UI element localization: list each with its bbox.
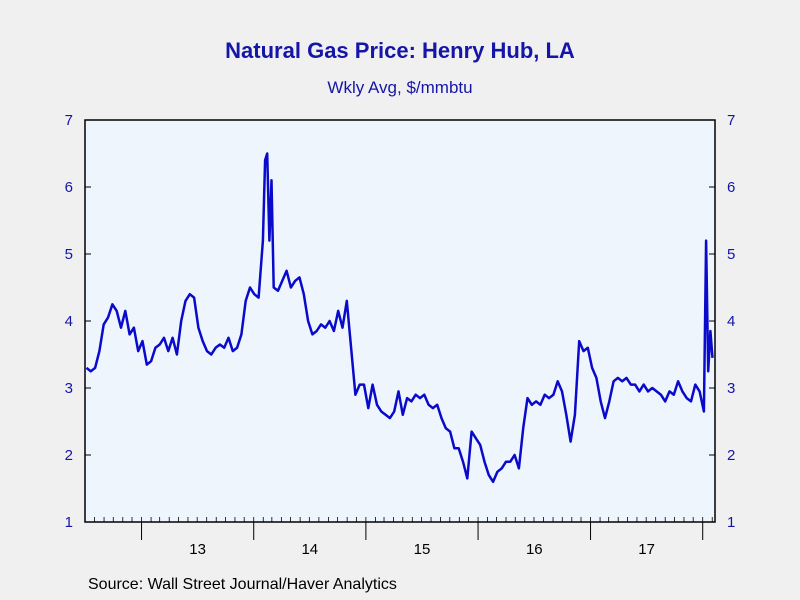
x-tick-label: 14 — [301, 541, 318, 558]
x-tick-label: 15 — [414, 541, 431, 558]
chart-title: Natural Gas Price: Henry Hub, LA — [225, 38, 575, 63]
y-tick-label-right: 2 — [727, 447, 735, 464]
y-tick-label-left: 3 — [65, 380, 73, 397]
y-tick-label-right: 7 — [727, 112, 735, 129]
y-tick-label-right: 6 — [727, 179, 735, 196]
y-tick-label-right: 1 — [727, 514, 735, 531]
y-tick-label-left: 6 — [65, 179, 73, 196]
x-tick-label: 13 — [189, 541, 206, 558]
y-tick-label-left: 5 — [65, 246, 73, 263]
x-tick-label: 17 — [638, 541, 655, 558]
y-tick-label-right: 3 — [727, 380, 735, 397]
y-tick-label-left: 1 — [65, 514, 73, 531]
y-tick-label-left: 7 — [65, 112, 73, 129]
x-tick-label: 16 — [526, 541, 543, 558]
y-tick-label-left: 2 — [65, 447, 73, 464]
y-tick-label-left: 4 — [65, 313, 73, 330]
series-line — [85, 152, 714, 484]
source-note: Source: Wall Street Journal/Haver Analyt… — [88, 576, 397, 593]
chart-subtitle: Wkly Avg, $/mmbtu — [327, 78, 473, 97]
plot-area — [84, 119, 716, 523]
y-tick-label-right: 5 — [727, 246, 735, 263]
y-tick-label-right: 4 — [727, 313, 735, 330]
